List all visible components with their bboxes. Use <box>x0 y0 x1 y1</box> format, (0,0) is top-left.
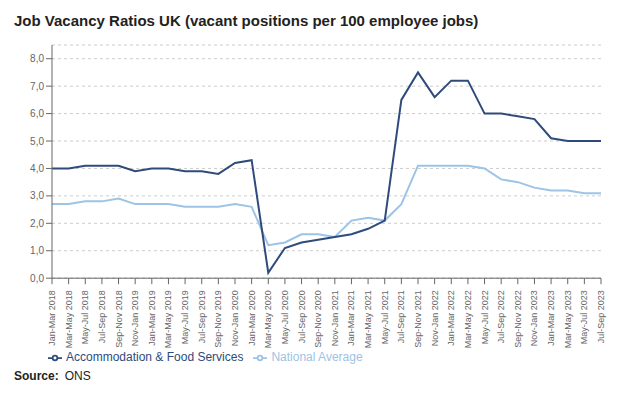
svg-text:Jul-Sep 2021: Jul-Sep 2021 <box>396 290 406 343</box>
html-text:Source:: Source: <box>14 369 59 383</box>
svg-text:Nov-Jan 2022: Nov-Jan 2022 <box>430 290 440 346</box>
svg-text:Mar-May 2022: Mar-May 2022 <box>463 290 473 348</box>
svg-text:Jan-Mar 2020: Jan-Mar 2020 <box>247 290 257 346</box>
svg-text:Nov-Jan 2021: Nov-Jan 2021 <box>330 290 340 346</box>
svg-text:May-Jul 2018: May-Jul 2018 <box>80 290 90 344</box>
svg-text:0,0: 0,0 <box>30 273 44 284</box>
svg-text:Jul-Sep 2022: Jul-Sep 2022 <box>496 290 506 343</box>
svg-text:Jan-Mar 2018: Jan-Mar 2018 <box>47 290 57 346</box>
svg-text:Nov-Jan 2023: Nov-Jan 2023 <box>529 290 539 346</box>
svg-text:Mar-May 2019: Mar-May 2019 <box>163 290 173 348</box>
svg-text:Mar-May 2020: Mar-May 2020 <box>263 290 273 348</box>
svg-text:Sep-Nov 2021: Sep-Nov 2021 <box>413 290 423 348</box>
svg-text:May-Jul 2021: May-Jul 2021 <box>380 290 390 344</box>
svg-text:Jul-Sep 2019: Jul-Sep 2019 <box>197 290 207 343</box>
svg-text:Jan-Mar 2023: Jan-Mar 2023 <box>546 290 556 346</box>
svg-text:Mar-May 2021: Mar-May 2021 <box>363 290 373 348</box>
svg-text:Jan-Mar 2019: Jan-Mar 2019 <box>147 290 157 346</box>
svg-text:Jul-Sep 2020: Jul-Sep 2020 <box>297 290 307 343</box>
html-text:Accommodation & Food Services: Accommodation & Food Services <box>66 350 244 365</box>
svg-text:May-Jul 2020: May-Jul 2020 <box>280 290 290 344</box>
svg-text:Nov-Jan 2020: Nov-Jan 2020 <box>230 290 240 346</box>
svg-text:8,0: 8,0 <box>30 53 44 64</box>
svg-text:7,0: 7,0 <box>30 81 44 92</box>
html-text:ONS: ONS <box>64 369 91 383</box>
svg-text:Sep-Nov 2018: Sep-Nov 2018 <box>114 290 124 348</box>
svg-text:Jan-Mar 2022: Jan-Mar 2022 <box>446 290 456 346</box>
svg-text:2,0: 2,0 <box>30 218 44 229</box>
svg-text:Sep-Nov 2020: Sep-Nov 2020 <box>313 290 323 348</box>
svg-text:1,0: 1,0 <box>30 245 44 256</box>
svg-text:Nov-Jan 2019: Nov-Jan 2019 <box>130 290 140 346</box>
svg-text:6,0: 6,0 <box>30 108 44 119</box>
svg-text:Sep-Nov 2019: Sep-Nov 2019 <box>213 290 223 348</box>
svg-text:May-Jul 2023: May-Jul 2023 <box>579 290 589 344</box>
svg-text:Jul-Sep 2018: Jul-Sep 2018 <box>97 290 107 343</box>
svg-text:4,0: 4,0 <box>30 163 44 174</box>
svg-text:5,0: 5,0 <box>30 136 44 147</box>
svg-text:Sep-Nov 2022: Sep-Nov 2022 <box>513 290 523 348</box>
svg-text:Jul-Sep 2023: Jul-Sep 2023 <box>596 290 606 343</box>
html-text:Job Vacancy Ratios UK (vacant: Job Vacancy Ratios UK (vacant positions … <box>14 12 479 29</box>
svg-text:3,0: 3,0 <box>30 190 44 201</box>
svg-text:Jan-Mar 2021: Jan-Mar 2021 <box>346 290 356 346</box>
svg-text:Mar-May 2018: Mar-May 2018 <box>64 290 74 348</box>
svg-text:Mar-May 2023: Mar-May 2023 <box>563 290 573 348</box>
svg-text:May-Jul 2022: May-Jul 2022 <box>480 290 490 344</box>
html-text:National Average: National Average <box>271 350 363 365</box>
svg-text:May-Jul 2019: May-Jul 2019 <box>180 290 190 344</box>
